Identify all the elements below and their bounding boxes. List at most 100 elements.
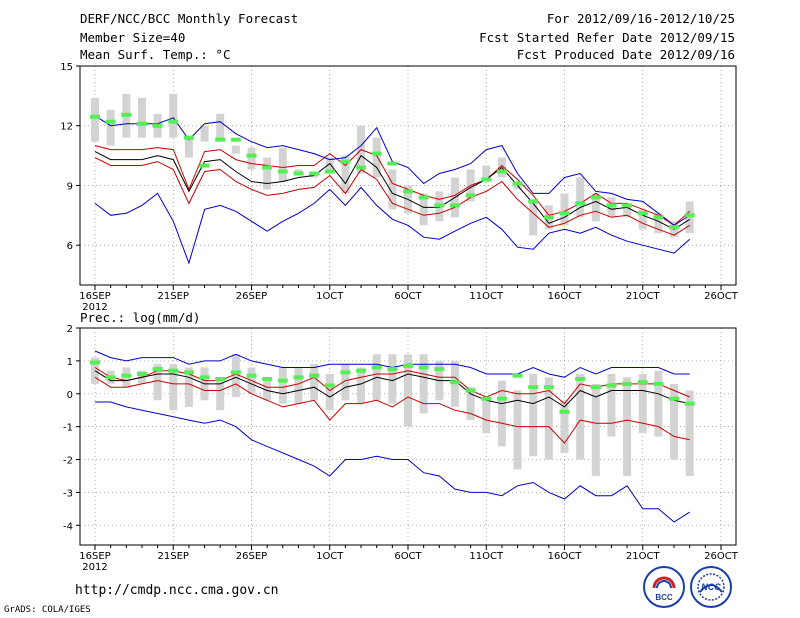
series-line-mean_minus [94,157,690,236]
x-tick-label: 16OCT [548,291,583,302]
forecast-marker [403,363,413,368]
spread-box [310,364,319,401]
spread-box [200,125,209,142]
spread-box [607,374,616,437]
spread-box [247,147,256,170]
forecast-marker [340,159,351,164]
forecast-marker [543,385,554,390]
ncc-logo-text: NCC [701,582,721,592]
forecast-marker [590,385,601,390]
x-tick-label: 21SEP [158,291,189,302]
forecast-marker [606,203,617,208]
x-tick-label: 11OCT [469,291,504,302]
x-tick-label: 21SEP [158,551,189,562]
spread-box [231,145,240,154]
grads-credit: GrADS: COLA/IGES [4,605,91,615]
ncc-emblem-icon: NCC [697,573,725,601]
forecast-marker [575,376,586,381]
spread-box [529,374,538,457]
spread-box [341,155,350,194]
spread-box [216,113,225,142]
source-url[interactable]: http://cmdp.ncc.cma.gov.cn [75,583,279,598]
spread-box [106,109,115,146]
forecast-marker [387,367,398,372]
spread-box [591,383,600,476]
forecast-marker [199,375,210,380]
chart-title: DERF/NCC/BCC Monthly Forecast [80,11,299,26]
forecast-marker [152,123,163,128]
spread-box [544,377,553,460]
x-tick-label: 6OCT [394,291,422,302]
forecast-marker [465,193,476,198]
y-tick-label: 0 [67,390,73,401]
x-tick-label: 21OCT [626,291,661,302]
forecast-marker [528,199,539,204]
forecast-marker [637,211,648,216]
y-tick-label: 15 [60,62,73,73]
spread-box [529,199,538,236]
spread-box [670,383,679,460]
forecast-marker [90,360,100,365]
forecast-marker [136,121,147,126]
forecast-marker [293,171,304,176]
forecast-marker [230,370,241,375]
x-tick-label: 26SEP [236,291,267,302]
forecast-marker [653,381,664,386]
forecast-marker [168,119,179,124]
bcc-logo-text: BCC [655,593,673,602]
spread-box [184,367,193,407]
spread-box [216,380,225,411]
spread-box [654,370,663,437]
forecast-marker [183,370,194,375]
spread-box [623,377,632,476]
spread-box [419,354,428,414]
series-line-mean_plus [94,145,691,226]
forecast-marker [684,213,695,218]
forecast-marker [434,203,445,208]
forecast-marker [246,373,257,378]
forecast-marker [559,409,570,414]
forecast-marker [512,181,523,186]
forecast-marker [277,378,288,383]
spread-box [91,97,99,142]
spread-box [466,387,475,421]
forecast-marker [653,215,664,220]
spread-box [169,364,178,411]
series-line-mean [94,151,690,230]
x-tick-label: 1OCT [316,291,344,302]
spread-box [482,397,491,434]
spread-box [263,157,272,190]
forecast-marker [449,380,460,385]
precip-variable-label: Prec.: log(mm/d) [80,310,201,325]
y-tick-label: -3 [63,488,73,499]
spread-box [576,177,585,218]
forecast-marker [324,169,335,174]
forecast-marker [230,137,241,142]
y-tick-label: -4 [63,521,73,532]
x-tick-label: 16OCT [548,551,583,562]
forecast-marker [465,388,476,393]
spread-box [591,193,600,222]
x-tick-label: 16SEP [79,551,110,562]
spread-box [513,390,522,470]
x-tick-label: 21OCT [626,551,661,562]
x-tick-label: 1OCT [316,551,344,562]
variable-label: Mean Surf. Temp.: °C [80,47,231,62]
forecast-marker [121,373,132,378]
x-tick-label: 6OCT [394,551,422,562]
spread-box [184,135,193,158]
spread-box [169,93,178,138]
forecast-period: For 2012/09/16-2012/10/25 [546,11,735,26]
series-line-mean [94,370,690,408]
forecast-marker [262,165,273,170]
forecast-marker [340,370,351,375]
forecast-marker [105,375,116,380]
spread-box [497,380,506,447]
precipitation-chart: 2 1 0 -1 -2 -3 -4 16SEP 21SEP 26SEP 1OCT 6OCT 11OCT 1… [63,324,739,573]
forecast-marker [606,383,617,388]
forecast-marker [575,201,586,206]
forecast-marker [528,385,539,390]
spread-box [638,209,647,230]
forecast-marker [669,396,680,401]
